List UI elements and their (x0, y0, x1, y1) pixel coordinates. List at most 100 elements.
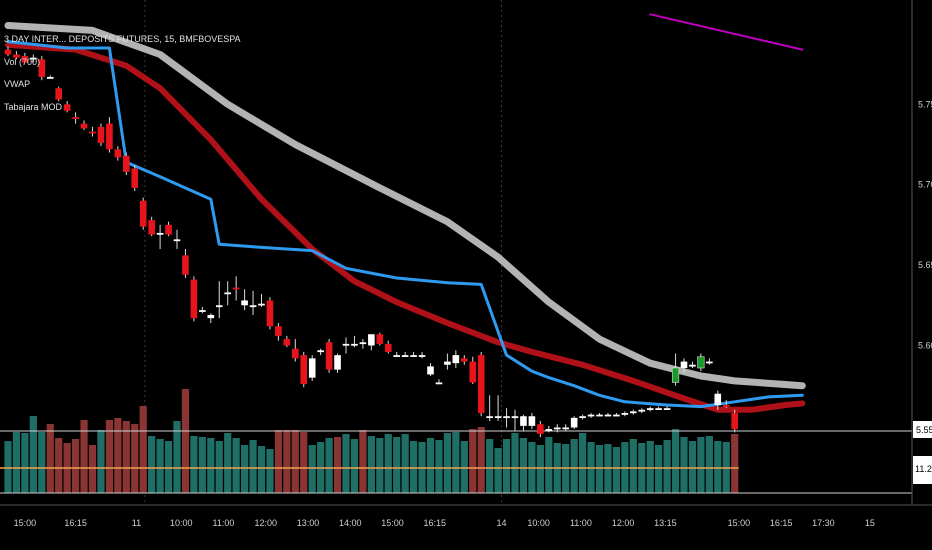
candle-body (46, 76, 54, 79)
volume-bar (88, 445, 97, 493)
candle-body (351, 343, 358, 346)
volume-bar (38, 432, 46, 493)
price-tick-label: 5.70 (918, 180, 932, 190)
time-tick-label: 13:00 (297, 518, 320, 528)
current-price-label: 5.55 (916, 425, 932, 435)
time-tick-label: 11:00 (213, 518, 235, 528)
volume-bar (4, 441, 12, 493)
volume-bar (350, 439, 359, 493)
volume-bar (12, 432, 21, 493)
candle-body (537, 424, 544, 434)
volume-bar (139, 406, 147, 493)
candle-body (706, 361, 713, 364)
volume-bar (29, 416, 37, 493)
candle-body (258, 303, 265, 306)
candle-body (596, 414, 603, 417)
candle-body (410, 355, 417, 357)
candle-body (292, 348, 299, 359)
volume-bar (680, 437, 688, 493)
volume-bar (181, 389, 190, 493)
candle-body (80, 123, 88, 129)
candle-body (123, 155, 130, 172)
volume-bar (469, 429, 477, 493)
volume-bar (122, 421, 130, 493)
candle-body (165, 224, 172, 235)
volume-bar (156, 439, 164, 493)
volume-bar (21, 433, 29, 493)
time-tick-label: 16:15 (423, 518, 446, 528)
volume-bar (663, 440, 671, 493)
candle-body (731, 413, 738, 430)
candle-body (671, 367, 680, 383)
candle-body (13, 54, 20, 58)
candle-body (714, 393, 722, 405)
time-tick-label: 15:00 (381, 518, 404, 528)
candle-body (427, 366, 434, 375)
time-tick-label: 12:00 (254, 518, 277, 528)
candle-body (207, 314, 215, 319)
volume-bar (393, 437, 401, 493)
volume-bar (249, 440, 257, 493)
volume-bar (207, 438, 215, 493)
candle-body (511, 416, 519, 419)
candle-body (646, 408, 654, 410)
time-tick-label: 15:00 (14, 518, 37, 528)
legend-volume[interactable]: Vol (700) (4, 56, 41, 67)
candles (4, 46, 738, 438)
candle-body (376, 334, 384, 344)
candle-body (97, 126, 105, 143)
volume-bar (426, 438, 435, 493)
legend-vwap[interactable]: VWAP (4, 79, 31, 89)
candle-body (359, 342, 367, 345)
volume-bar (274, 430, 282, 493)
candle-body (232, 287, 240, 290)
time-tick-label: 14:00 (339, 518, 362, 528)
legend-tabajara[interactable]: Tabajara MOD (4, 101, 63, 112)
volume-bar (494, 448, 502, 493)
volume-bar (224, 433, 232, 493)
candle-body (435, 382, 443, 385)
volume-bar (731, 434, 739, 493)
candle-body (638, 409, 646, 412)
candle-body (72, 117, 79, 119)
candle-body (444, 361, 451, 365)
volume-bar (579, 433, 587, 493)
candle-body (156, 232, 164, 235)
volume-bar (232, 438, 240, 493)
indicator-legend: 3 DAY INTER... DEPOSITS FUTURES, 15, BMF… (4, 28, 241, 118)
volume-bar (367, 436, 375, 493)
candle-body (503, 416, 510, 419)
volume-bar (519, 438, 528, 493)
volume-bar (502, 439, 511, 493)
volume-bar (333, 437, 342, 493)
candle-body (680, 361, 688, 368)
candle-body (613, 414, 620, 417)
volume-bar (452, 432, 460, 493)
time-tick-label: 11 (132, 518, 141, 528)
volume-bar (401, 434, 409, 493)
volume-bar (486, 439, 494, 493)
volume-bar (688, 441, 697, 493)
candle-body (494, 416, 502, 419)
volume-bar (283, 430, 291, 493)
volume-bar (46, 424, 54, 493)
candle-body (190, 279, 198, 319)
candle-body (173, 239, 181, 242)
volume-bar (697, 437, 705, 493)
volume-bar (671, 429, 680, 493)
volume-bar (257, 446, 266, 493)
candle-body (604, 414, 612, 417)
volume-bar (545, 437, 553, 493)
candle-body (139, 200, 147, 227)
candle-body (452, 355, 460, 364)
candle-body (722, 404, 730, 407)
time-tick-label: 11:00 (570, 518, 592, 528)
price-tick-label: 5.65 (918, 260, 932, 270)
candle-body (663, 408, 671, 410)
volume-bar (105, 420, 113, 493)
legend-symbol[interactable]: 3 DAY INTER... DEPOSITS FUTURES, 15, BMF… (4, 34, 241, 44)
volume-bar (536, 445, 544, 493)
candle-body (182, 255, 189, 275)
volume-bar (325, 438, 333, 493)
